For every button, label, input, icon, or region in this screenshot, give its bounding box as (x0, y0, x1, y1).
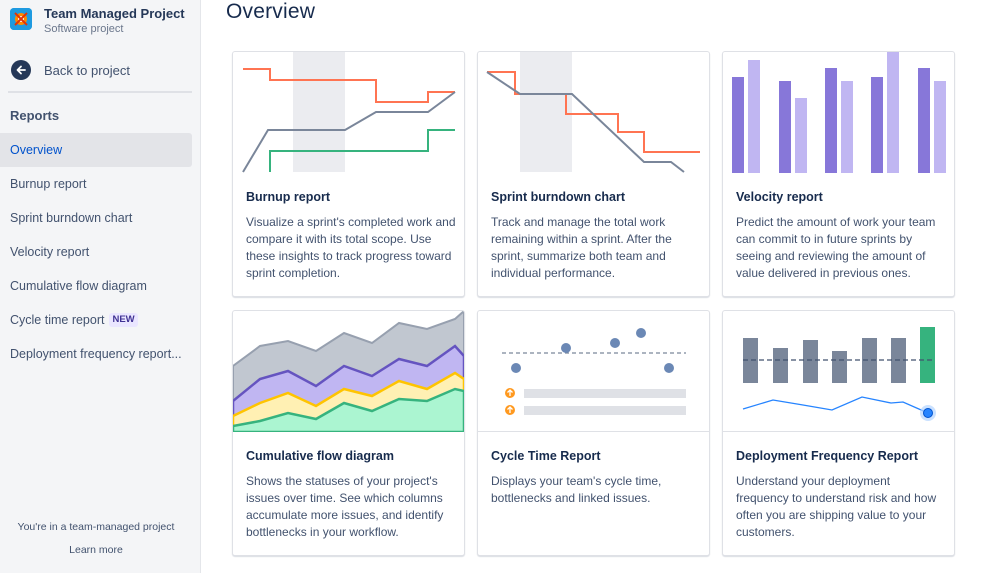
card-title: Cycle Time Report (491, 449, 601, 463)
sidebar-divider (8, 91, 192, 93)
sidebar-item-label: Overview (10, 143, 63, 157)
burnup-report-card[interactable]: Burnup report Visualize a sprint's compl… (232, 51, 465, 297)
burnup-chart-illustration (233, 52, 464, 173)
sidebar-item-burnup-report[interactable]: Burnup report (0, 167, 192, 201)
sidebar-item-label: Cycle time report (10, 313, 105, 327)
sidebar-item-label: Velocity report (10, 245, 90, 259)
cycle-time-card[interactable]: Cycle Time Report Displays your team's c… (477, 310, 710, 556)
project-header[interactable]: Team Managed Project Software project (10, 6, 185, 37)
card-description: Visualize a sprint's completed work and … (246, 215, 456, 280)
project-type: Software project (44, 23, 124, 35)
burndown-chart-illustration (478, 52, 709, 173)
cumulative-flow-card[interactable]: Cumulative flow diagram Shows the status… (232, 310, 465, 556)
page-title: Overview (226, 0, 316, 23)
sidebar-item-label: Burnup report (10, 177, 87, 191)
card-title: Burnup report (246, 190, 331, 204)
new-badge: NEW (109, 313, 138, 327)
sprint-burndown-card[interactable]: Sprint burndown chart Track and manage t… (477, 51, 710, 297)
learn-more-link[interactable]: Learn more (69, 544, 123, 556)
reports-heading: Reports (10, 108, 60, 123)
sidebar-item-sprint-burndown-chart[interactable]: Sprint burndown chart (0, 201, 192, 235)
sidebar-item-overview[interactable]: Overview (0, 133, 192, 167)
sidebar-item-label: Cumulative flow diagram (10, 279, 147, 293)
card-description: Displays your team's cycle time, bottlen… (491, 474, 662, 505)
cumulative-flow-illustration (233, 311, 464, 434)
project-avatar-icon (10, 8, 32, 30)
velocity-chart-illustration (723, 52, 954, 173)
card-title: Sprint burndown chart (491, 190, 626, 204)
card-description: Track and manage the total work remainin… (491, 215, 672, 280)
sidebar-item-label: Sprint burndown chart (10, 211, 133, 225)
arrow-left-icon (11, 60, 31, 80)
card-description: Shows the statuses of your project's iss… (246, 474, 444, 539)
team-managed-note: You're in a team-managed project (17, 521, 175, 533)
project-name: Team Managed Project (44, 6, 185, 21)
sidebar-item-velocity-report[interactable]: Velocity report (0, 235, 192, 269)
velocity-report-card[interactable]: Velocity report Predict the amount of wo… (722, 51, 955, 297)
sidebar-item-label: Deployment frequency report... (10, 347, 182, 361)
sidebar: Team Managed Project Software project Ba… (0, 0, 201, 573)
card-title: Deployment Frequency Report (736, 449, 918, 463)
sidebar-item-cycle-time-report[interactable]: Cycle time report NEW (0, 303, 192, 337)
back-to-project-label: Back to project (44, 62, 130, 78)
cycle-time-illustration (478, 311, 709, 432)
card-title: Cumulative flow diagram (246, 449, 394, 463)
card-title: Velocity report (736, 190, 823, 204)
deployment-frequency-card[interactable]: Deployment Frequency Report Understand y… (722, 310, 955, 556)
sidebar-item-cumulative-flow-diagram[interactable]: Cumulative flow diagram (0, 269, 192, 303)
back-to-project-link[interactable]: Back to project (11, 60, 130, 80)
deployment-frequency-illustration (723, 311, 954, 432)
card-description: Predict the amount of work your team can… (736, 215, 936, 280)
sidebar-item-deployment-frequency-report[interactable]: Deployment frequency report... (0, 337, 192, 371)
reports-nav: Overview Burnup report Sprint burndown c… (0, 133, 192, 371)
card-description: Understand your deployment frequency to … (736, 474, 937, 539)
